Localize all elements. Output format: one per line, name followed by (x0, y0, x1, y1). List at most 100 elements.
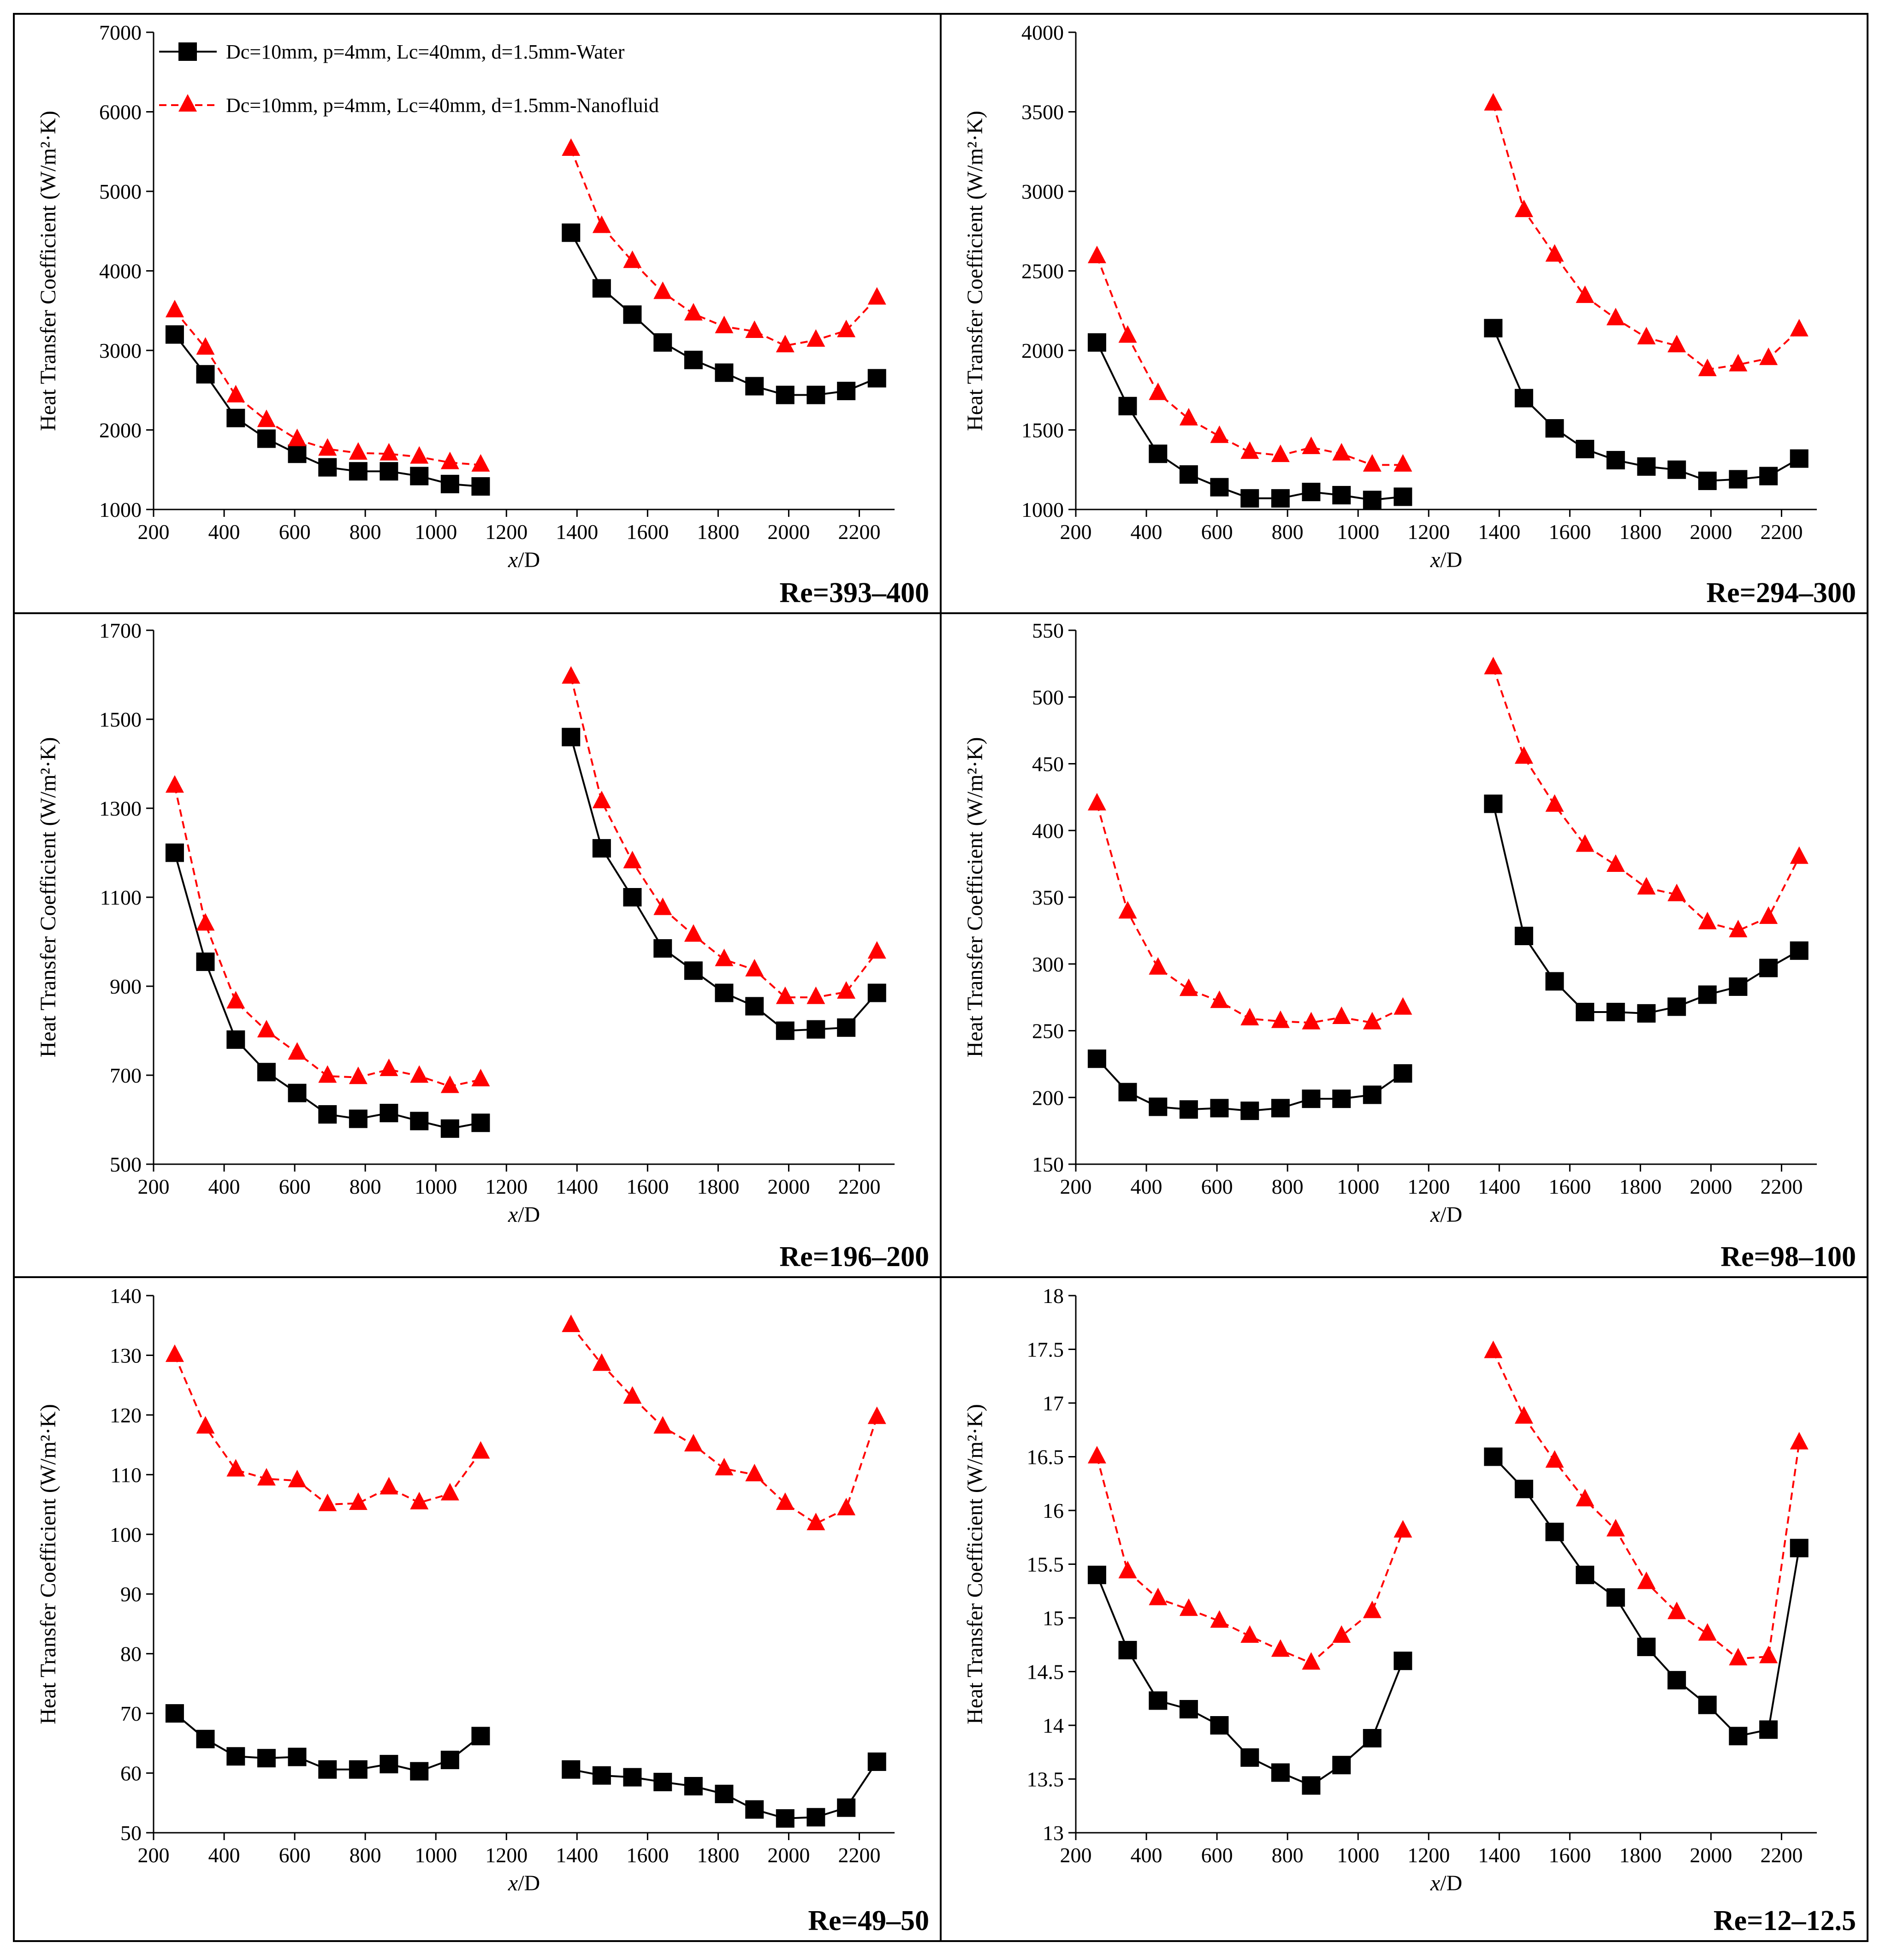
x-tick-label: 200 (138, 520, 170, 544)
chart-panel-4: 200 400 600 800 1000 1200 1400 1600 1800 2000 2200… (940, 612, 1868, 1278)
x-tick-label: 800 (1272, 520, 1304, 544)
water-data-point (1545, 972, 1564, 991)
water-data-point (1302, 483, 1321, 502)
panel-reynolds-label: Re=393–400 (779, 577, 929, 609)
x-tick-label: 1600 (1548, 520, 1591, 544)
water-data-point (1484, 319, 1503, 338)
nanofluid-data-point (410, 1065, 429, 1083)
water-data-point (1729, 1727, 1748, 1746)
nanofluid-data-point (1545, 794, 1564, 812)
nanofluid-data-point (807, 1512, 825, 1530)
water-data-point (1545, 1522, 1564, 1541)
nanofluid-data-point (807, 329, 825, 347)
water-data-point (1087, 333, 1106, 352)
x-tick-label: 2200 (1760, 1175, 1803, 1198)
x-tick-label: 1800 (697, 520, 739, 544)
water-data-point (1179, 1100, 1198, 1119)
nanofluid-data-point (318, 1065, 337, 1083)
y-axis-title: Heat Transfer Coefficient (W/m²·K) (36, 737, 60, 1058)
nanofluid-data-point (1271, 1010, 1290, 1028)
x-tick-label: 200 (1060, 1843, 1092, 1867)
water-data-point (257, 1749, 276, 1768)
y-tick-label: 120 (110, 1403, 142, 1427)
y-axis-title: Heat Transfer Coefficient (W/m²·K) (963, 111, 987, 431)
water-data-point (471, 1727, 490, 1746)
y-tick-label: 6000 (99, 101, 142, 124)
nanofluid-data-point (1790, 319, 1809, 337)
y-tick-label: 2000 (1021, 339, 1064, 362)
x-tick-label: 600 (279, 520, 311, 544)
y-tick-label: 4000 (1021, 21, 1064, 44)
water-data-point (867, 369, 886, 388)
x-axis-title-rest: /D (1440, 1871, 1462, 1895)
y-tick-label: 1700 (99, 619, 142, 642)
water-data-point (623, 305, 642, 324)
y-tick-label: 1500 (1021, 419, 1064, 442)
nanofluid-data-point (1484, 1340, 1503, 1358)
water-data-point (1606, 1002, 1625, 1021)
x-axis-title-rest: /D (1440, 548, 1462, 572)
nanofluid-data-point (1302, 436, 1321, 454)
water-data-point (715, 363, 734, 382)
panel-reynolds-label: Re=98–100 (1720, 1241, 1856, 1273)
x-tick-label: 1000 (1337, 520, 1379, 544)
y-tick-label: 150 (1032, 1153, 1064, 1176)
nanofluid-data-point (837, 320, 856, 338)
nanofluid-data-point (1606, 1519, 1625, 1537)
water-data-point (1302, 1776, 1321, 1795)
water-data-point (165, 325, 184, 344)
water-data-point (440, 1119, 459, 1138)
water-data-point (684, 350, 703, 369)
water-data-point (1118, 397, 1137, 415)
x-tick-label: 2200 (838, 1843, 880, 1867)
nanofluid-data-point (745, 320, 764, 338)
nanofluid-data-point (1667, 1601, 1686, 1619)
nanofluid-data-point (592, 1353, 611, 1371)
panel-reynolds-label: Re=12–12.5 (1714, 1905, 1856, 1936)
water-data-point (1240, 1748, 1259, 1767)
water-data-point (1210, 1099, 1229, 1118)
y-tick-label: 140 (110, 1284, 142, 1308)
legend-nanofluid-label: Dc=10mm, p=4mm, Lc=40mm, d=1.5mm-Nanoflu… (226, 94, 659, 117)
water-data-point (471, 477, 490, 496)
water-data-point (226, 1747, 245, 1766)
x-tick-label: 1800 (1619, 1175, 1661, 1198)
x-tick-label: 600 (1201, 520, 1233, 544)
water-data-point (1637, 1004, 1656, 1023)
nanofluid-data-point (1179, 408, 1198, 426)
water-data-point (1576, 1565, 1595, 1584)
x-tick-label: 2200 (1760, 520, 1803, 544)
nanofluid-data-point (288, 1042, 307, 1060)
x-tick-label: 1000 (1337, 1175, 1379, 1198)
nanofluid-data-point (1210, 990, 1229, 1008)
water-data-point (1149, 444, 1168, 463)
water-data-point (1179, 465, 1198, 484)
x-axis-title-italic: x (1430, 1871, 1440, 1895)
x-axis-title-italic: x (1430, 548, 1440, 572)
water-data-point (1576, 439, 1595, 458)
x-tick-label: 2000 (1690, 520, 1732, 544)
panel-reynolds-label: Re=294–300 (1706, 577, 1856, 609)
x-tick-label: 400 (208, 520, 240, 544)
y-tick-label: 250 (1032, 1019, 1064, 1043)
nanofluid-data-point (318, 1493, 337, 1511)
water-data-point (318, 1760, 337, 1779)
nanofluid-data-point (562, 1315, 581, 1332)
nanofluid-data-point (1271, 1639, 1290, 1657)
nanofluid-data-point (1514, 746, 1533, 764)
water-data-point (1179, 1700, 1198, 1719)
nanofluid-data-point (1606, 854, 1625, 872)
water-data-point (562, 223, 581, 242)
legend-water-label: Dc=10mm, p=4mm, Lc=40mm, d=1.5mm-Water (226, 41, 625, 63)
nanofluid-data-point (1394, 997, 1412, 1015)
nanofluid-data-point (349, 1492, 368, 1510)
water-data-point (1514, 926, 1533, 945)
water-data-point (745, 1800, 764, 1819)
x-tick-label: 2200 (1760, 1843, 1803, 1867)
nanofluid-data-point (257, 1468, 276, 1486)
y-tick-label: 1300 (99, 797, 142, 820)
nanofluid-data-point (592, 790, 611, 808)
nanofluid-data-point (562, 138, 581, 156)
nanofluid-data-point (1394, 1520, 1412, 1538)
water-data-point (1759, 959, 1778, 977)
